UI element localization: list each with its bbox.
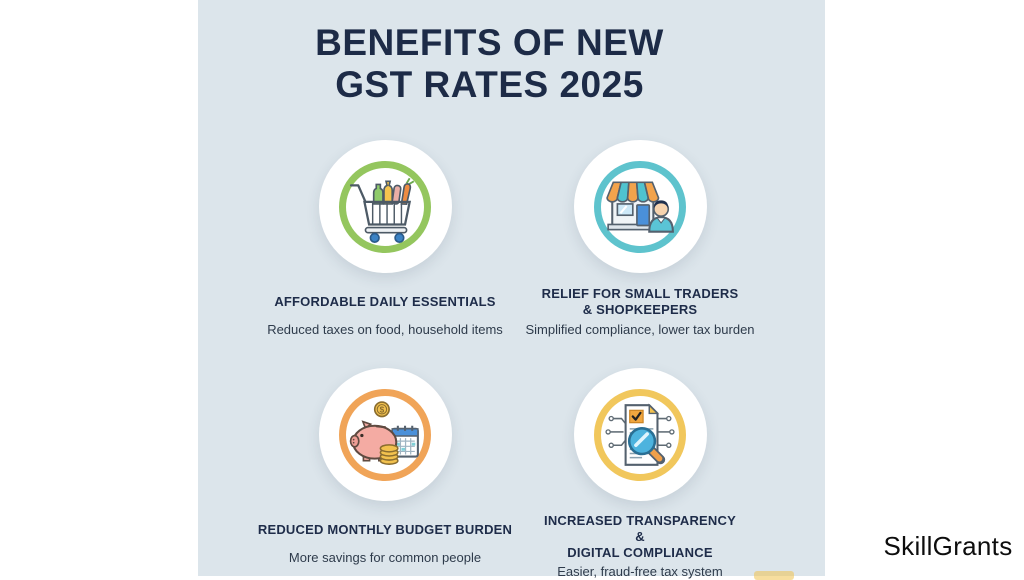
storefront-shopkeeper-icon <box>606 181 674 233</box>
benefit-ring <box>339 160 431 253</box>
card-title-line1: RELIEF FOR SMALL TRADERS <box>541 286 739 301</box>
benefit-circle <box>573 140 707 273</box>
svg-text:$: $ <box>380 405 385 414</box>
benefit-ring: $ <box>339 388 431 481</box>
card-subtitle: Reduced taxes on food, household items <box>267 322 503 337</box>
benefit-card-transparency: INCREASED TRANSPARENCY & DIGITAL COMPLIA… <box>510 368 770 580</box>
page-title-line2: GST RATES 2025 <box>335 64 644 105</box>
card-title-line2: & SHOPKEEPERS <box>582 302 698 317</box>
benefit-card-small-traders: RELIEF FOR SMALL TRADERS & SHOPKEEPERS S… <box>510 140 770 338</box>
benefit-circle <box>573 368 707 501</box>
card-title-line1: AFFORDABLE DAILY ESSENTIALS <box>274 294 496 309</box>
card-title: INCREASED TRANSPARENCY & DIGITAL COMPLIA… <box>541 513 739 561</box>
benefit-ring <box>594 160 686 253</box>
benefit-card-budget-burden: $ <box>255 368 515 566</box>
benefit-circle: $ <box>318 368 452 501</box>
card-title-line1: INCREASED TRANSPARENCY & <box>544 513 736 544</box>
brand-watermark: SkillGrants <box>883 531 1013 561</box>
document-magnifier-icon <box>605 402 675 466</box>
card-title-line2: DIGITAL COMPLIANCE <box>567 545 713 560</box>
infographic-panel: BENEFITS OF NEW GST RATES 2025 <box>198 0 825 580</box>
card-subtitle: Simplified compliance, lower tax burden <box>525 322 755 337</box>
page-title: BENEFITS OF NEW GST RATES 2025 <box>176 22 803 106</box>
card-subtitle: Easier, fraud-free tax system <box>557 564 723 579</box>
page-title-line1: BENEFITS OF NEW <box>315 22 664 63</box>
card-title: RELIEF FOR SMALL TRADERS & SHOPKEEPERS <box>542 285 739 319</box>
grocery-cart-icon <box>349 177 415 243</box>
benefit-card-daily-essentials: AFFORDABLE DAILY ESSENTIALS Reduced taxe… <box>255 140 515 338</box>
benefit-ring <box>594 388 686 481</box>
card-title: AFFORDABLE DAILY ESSENTIALS <box>274 285 495 319</box>
card-title: REDUCED MONTHLY BUDGET BURDEN <box>258 513 512 547</box>
card-title-line1: REDUCED MONTHLY BUDGET BURDEN <box>257 522 513 537</box>
benefit-circle <box>318 140 452 273</box>
piggy-bank-savings-icon: $ <box>349 400 419 465</box>
card-subtitle: More savings for common people <box>288 550 482 565</box>
